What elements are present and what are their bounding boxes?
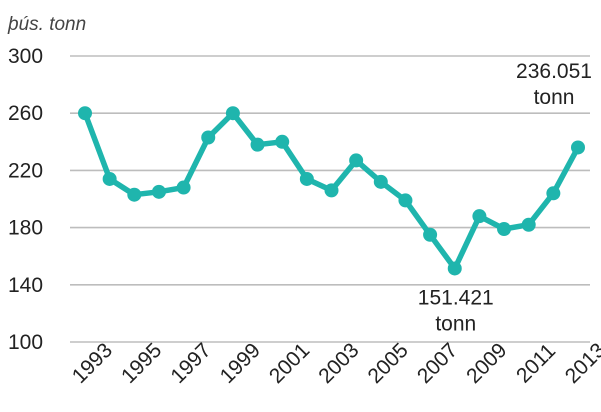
x-tick-label: 1999 <box>216 339 265 388</box>
y-tick-label: 140 <box>8 274 43 297</box>
x-tick-label: 2005 <box>364 339 413 388</box>
y-tick-label: 180 <box>8 217 43 240</box>
data-point-1999 <box>225 106 240 121</box>
annotations: 236.051 tonn 151.421 tonn <box>418 60 592 335</box>
y-axis-tick-labels: 100 140 180 220 260 300 <box>8 45 43 354</box>
x-tick-label: 2011 <box>512 339 560 387</box>
data-point-1998 <box>201 130 216 145</box>
data-point-2006 <box>398 193 413 208</box>
x-tick-label: 2001 <box>265 339 314 388</box>
data-point-1995 <box>127 187 142 202</box>
data-point-2001 <box>275 134 290 149</box>
x-tick-label: 1993 <box>68 339 117 388</box>
x-tick-label: 2013 <box>561 339 601 388</box>
data-point-2003 <box>324 183 339 198</box>
annotation-value-2013: 236.051 <box>516 60 592 83</box>
x-tick-label: 2007 <box>413 339 462 388</box>
data-point-1994 <box>102 171 117 186</box>
annotation-unit-2013: tonn <box>534 86 575 109</box>
data-point-2012 <box>546 186 561 201</box>
annotation-value-2008: 151.421 <box>418 286 494 309</box>
x-tick-label: 2003 <box>314 339 363 388</box>
data-point-2002 <box>299 171 314 186</box>
annotation-unit-2008: tonn <box>435 312 476 335</box>
y-tick-label: 260 <box>8 102 43 125</box>
data-point-2007 <box>423 227 438 242</box>
data-point-2009 <box>472 209 487 224</box>
x-axis-tick-labels: 1993 1995 1997 1999 2001 2003 2005 2007 2009 2011… <box>68 339 601 388</box>
y-tick-label: 300 <box>8 45 43 68</box>
x-tick-label: 1997 <box>166 339 215 388</box>
data-point-2011 <box>521 217 536 232</box>
y-axis-unit-label: þús. tonn <box>7 14 86 35</box>
data-point-2013 <box>571 140 585 155</box>
data-point-2000 <box>250 137 265 152</box>
x-tick-label: 2009 <box>462 339 511 388</box>
data-point-2008 <box>447 261 462 276</box>
data-point-1997 <box>176 180 191 195</box>
data-point-2005 <box>373 174 388 189</box>
y-tick-label: 220 <box>8 159 43 182</box>
data-point-2010 <box>497 222 512 237</box>
series-line-group <box>78 106 585 276</box>
gridlines <box>70 55 590 343</box>
data-point-1993 <box>78 106 92 121</box>
y-tick-label: 100 <box>8 331 43 354</box>
data-point-1996 <box>151 184 166 199</box>
x-tick-label: 1995 <box>117 339 166 388</box>
data-point-2004 <box>349 153 364 168</box>
